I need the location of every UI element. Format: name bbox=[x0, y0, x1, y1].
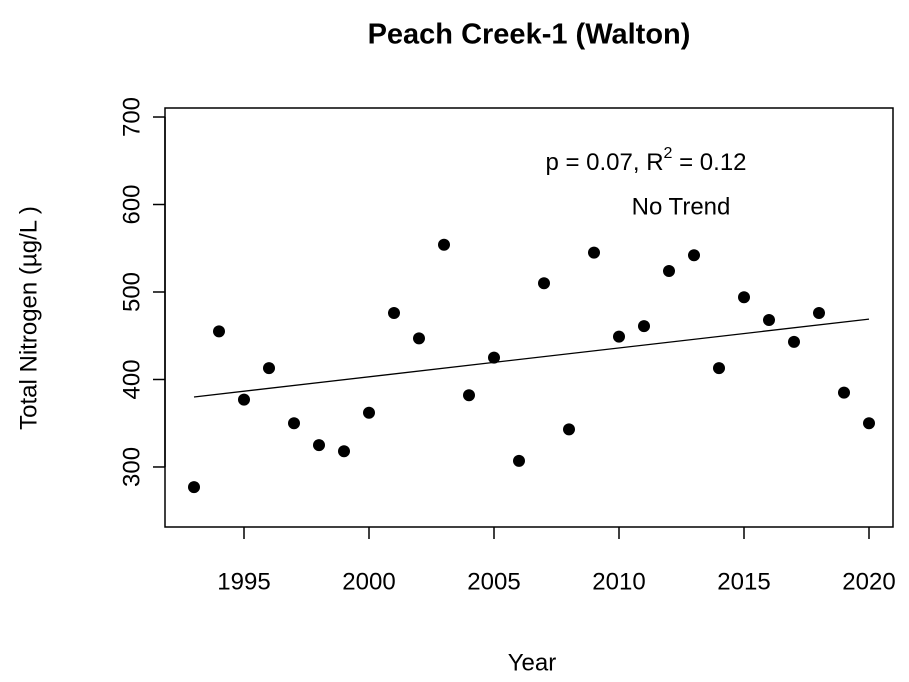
point bbox=[238, 393, 250, 406]
y-tick-label: 700 bbox=[118, 97, 145, 137]
point bbox=[763, 313, 775, 326]
point bbox=[488, 351, 500, 364]
point bbox=[788, 335, 800, 348]
x-tick-label: 2020 bbox=[842, 568, 895, 595]
annotation-part: p = 0.07, R bbox=[545, 149, 663, 176]
x-tick-label: 1995 bbox=[217, 568, 270, 595]
point bbox=[438, 238, 450, 251]
point bbox=[863, 417, 875, 430]
point bbox=[313, 439, 325, 452]
point bbox=[463, 389, 475, 402]
point bbox=[413, 332, 425, 345]
point bbox=[188, 481, 200, 494]
y-tick-label: 400 bbox=[118, 359, 145, 399]
point bbox=[388, 306, 400, 319]
point bbox=[638, 320, 650, 333]
x-axis-label: Year bbox=[508, 649, 557, 676]
x-tick-label: 2000 bbox=[342, 568, 395, 595]
point bbox=[688, 249, 700, 262]
point bbox=[288, 417, 300, 430]
plot-frame bbox=[164, 107, 894, 528]
point bbox=[213, 325, 225, 338]
x-tick-label: 2015 bbox=[717, 568, 770, 595]
x-tick-label: 2010 bbox=[592, 568, 645, 595]
annotation: p = 0.07, R2 = 0.12 bbox=[545, 145, 746, 176]
point bbox=[713, 362, 725, 375]
point bbox=[588, 246, 600, 259]
x-tick-label: 2005 bbox=[467, 568, 520, 595]
point bbox=[538, 277, 550, 290]
annotation-superscript: 2 bbox=[664, 145, 673, 162]
point bbox=[838, 386, 850, 399]
point bbox=[663, 264, 675, 277]
point bbox=[563, 423, 575, 436]
y-tick-label: 300 bbox=[118, 447, 145, 487]
point bbox=[613, 330, 625, 343]
chart-title: Peach Creek-1 (Walton) bbox=[368, 19, 691, 51]
point bbox=[363, 406, 375, 419]
y-tick-label: 500 bbox=[118, 272, 145, 312]
annotation-part: = 0.12 bbox=[672, 149, 746, 176]
y-axis-label: Total Nitrogen (µg/L ) bbox=[15, 206, 42, 430]
trend-line bbox=[193, 318, 870, 398]
y-tick-label: 600 bbox=[118, 184, 145, 224]
point bbox=[738, 291, 750, 304]
point bbox=[813, 306, 825, 319]
point bbox=[338, 445, 350, 458]
point bbox=[263, 362, 275, 375]
annotation-note: No Trend bbox=[632, 193, 731, 220]
point bbox=[513, 454, 525, 467]
